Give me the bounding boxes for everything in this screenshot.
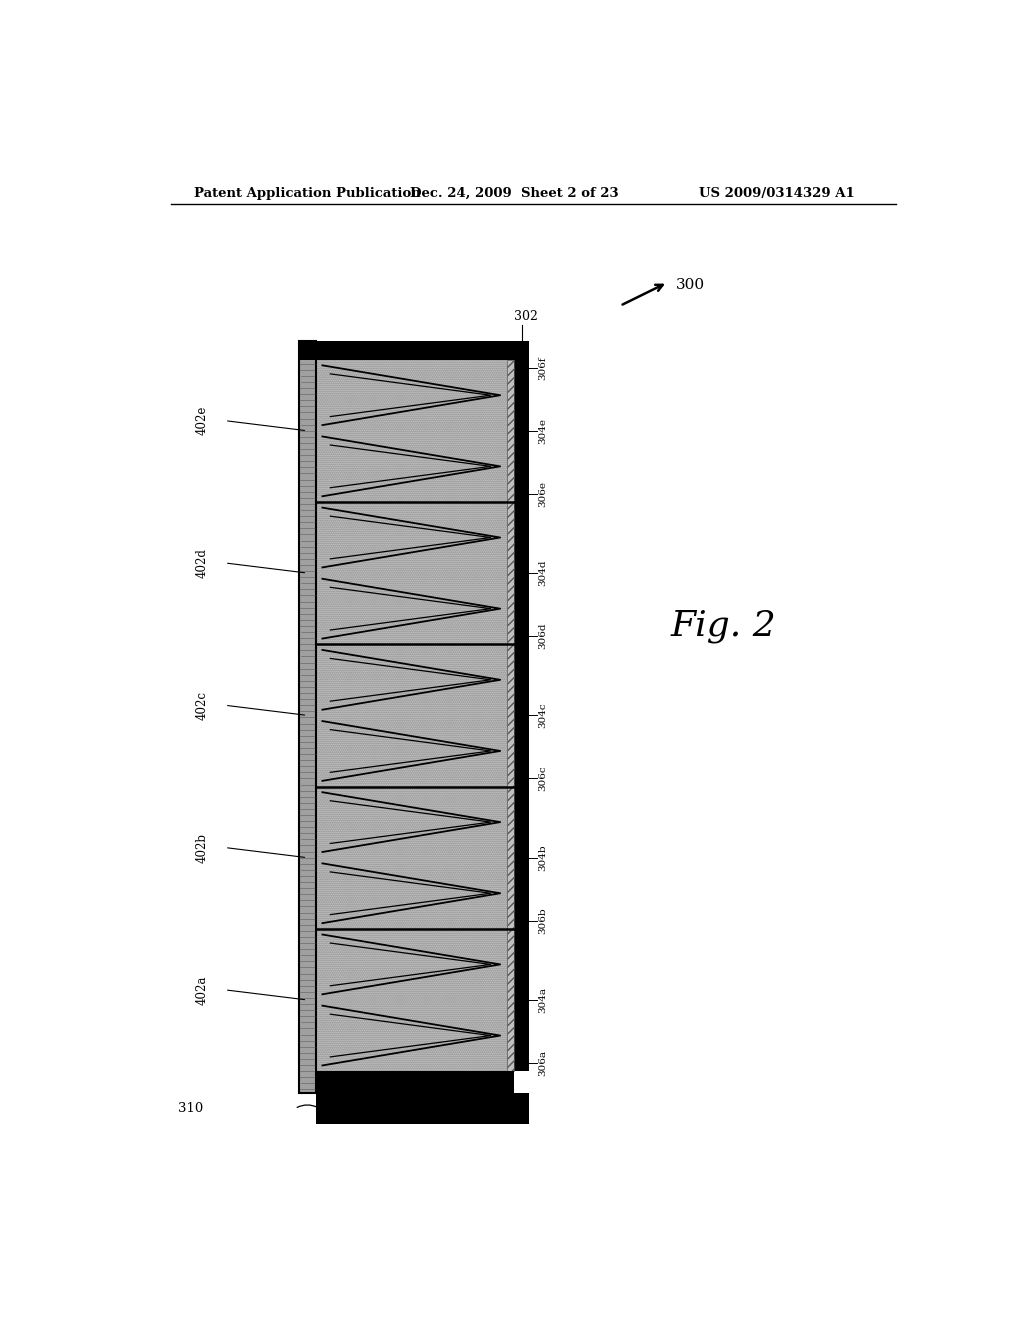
Bar — [316, 929, 507, 1071]
Bar — [507, 787, 514, 929]
Bar — [507, 644, 514, 787]
Text: 306d: 306d — [539, 623, 547, 649]
Bar — [299, 342, 316, 1093]
Bar — [316, 502, 507, 644]
Text: 402c: 402c — [196, 690, 209, 719]
Bar — [507, 502, 514, 644]
Text: 306e: 306e — [539, 480, 547, 507]
Text: 306b: 306b — [539, 907, 547, 935]
Text: 304a: 304a — [539, 987, 547, 1012]
Bar — [507, 929, 514, 1071]
Bar — [316, 787, 507, 929]
Bar — [507, 787, 514, 929]
Bar — [514, 359, 528, 1071]
Text: 304b: 304b — [539, 845, 547, 871]
Text: 310: 310 — [178, 1102, 204, 1115]
Text: 304e: 304e — [539, 418, 547, 444]
Bar — [507, 359, 514, 502]
Bar — [316, 644, 507, 787]
Text: 304d: 304d — [539, 560, 547, 586]
Text: 306a: 306a — [539, 1049, 547, 1076]
Text: 402d: 402d — [196, 548, 209, 578]
Text: 402b: 402b — [196, 833, 209, 862]
Bar — [507, 929, 514, 1071]
Bar — [316, 1071, 514, 1093]
Text: Dec. 24, 2009  Sheet 2 of 23: Dec. 24, 2009 Sheet 2 of 23 — [410, 187, 618, 199]
Bar — [511, 342, 528, 351]
Bar — [507, 359, 514, 502]
Text: 306f: 306f — [539, 356, 547, 380]
Bar — [316, 644, 507, 787]
Text: Fig. 2: Fig. 2 — [671, 609, 776, 643]
Text: 306c: 306c — [539, 766, 547, 791]
Text: 402a: 402a — [196, 975, 209, 1005]
Bar — [507, 502, 514, 644]
Bar — [316, 359, 507, 502]
Bar — [299, 342, 528, 359]
Bar — [316, 1093, 528, 1125]
Text: 300: 300 — [676, 279, 705, 293]
Bar — [507, 644, 514, 787]
Text: 304c: 304c — [539, 702, 547, 729]
Bar — [316, 929, 507, 1071]
Text: Patent Application Publication: Patent Application Publication — [194, 187, 421, 199]
Text: US 2009/0314329 A1: US 2009/0314329 A1 — [699, 187, 855, 199]
Text: 302: 302 — [514, 310, 538, 323]
Bar — [316, 502, 507, 644]
Bar — [316, 787, 507, 929]
Bar — [316, 359, 507, 502]
Text: 402e: 402e — [196, 407, 209, 436]
